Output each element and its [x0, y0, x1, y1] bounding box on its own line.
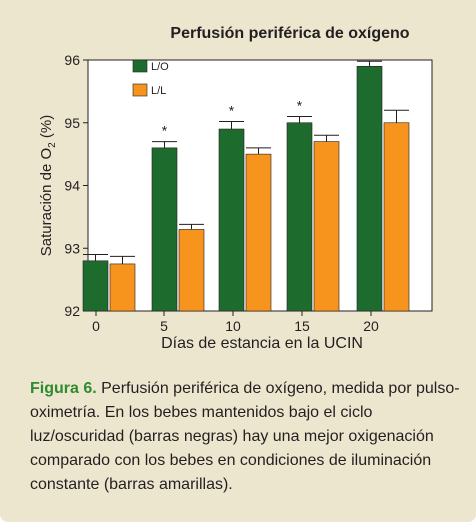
bar-lo	[286, 122, 313, 312]
legend-label: L/O	[151, 61, 169, 73]
bar-ll	[109, 263, 136, 312]
y-tick-label: 92	[64, 303, 80, 319]
y-tick-label: 94	[64, 178, 80, 194]
x-tick-label: 20	[363, 318, 379, 334]
chart-area: Perfusión periférica de oxígeno 92 93 94 95 9…	[38, 25, 433, 352]
bar-ll	[245, 153, 272, 312]
x-axis-label: Días de estancia en la UCIN	[161, 335, 363, 352]
bar-lo	[151, 147, 178, 312]
x-tick-label: 15	[294, 318, 310, 334]
y-tick-label: 96	[64, 52, 80, 68]
bar-lo	[82, 260, 109, 312]
caption-label: Figura 6.	[30, 380, 97, 397]
y-tick-label: 93	[64, 240, 80, 256]
x-tick-label: 10	[225, 318, 241, 334]
y-axis-label: Saturación de O2 (%)	[38, 115, 58, 256]
x-tick-label: 5	[160, 318, 168, 334]
bar-ll	[383, 122, 410, 312]
x-tick-label: 0	[92, 318, 100, 334]
bar-lo	[218, 128, 245, 312]
bar-ll	[313, 141, 340, 312]
legend-label: L/L	[151, 85, 166, 97]
legend-swatch	[132, 83, 148, 97]
caption-text: Perfusión periférica de oxígeno, medida …	[30, 380, 460, 493]
significance-marker: *	[229, 102, 235, 118]
significance-marker: *	[297, 97, 303, 113]
legend-swatch	[132, 59, 148, 73]
bar-chart: Perfusión periférica de oxígeno 92 93 94 95 9…	[38, 25, 433, 352]
bar-ll	[178, 229, 205, 312]
bar-lo	[356, 65, 383, 312]
chart-title: Perfusión periférica de oxígeno	[170, 25, 409, 42]
figure-caption: Figura 6. Perfusión periférica de oxígen…	[30, 377, 460, 497]
significance-marker: *	[162, 123, 168, 139]
y-tick-label: 95	[64, 115, 80, 131]
